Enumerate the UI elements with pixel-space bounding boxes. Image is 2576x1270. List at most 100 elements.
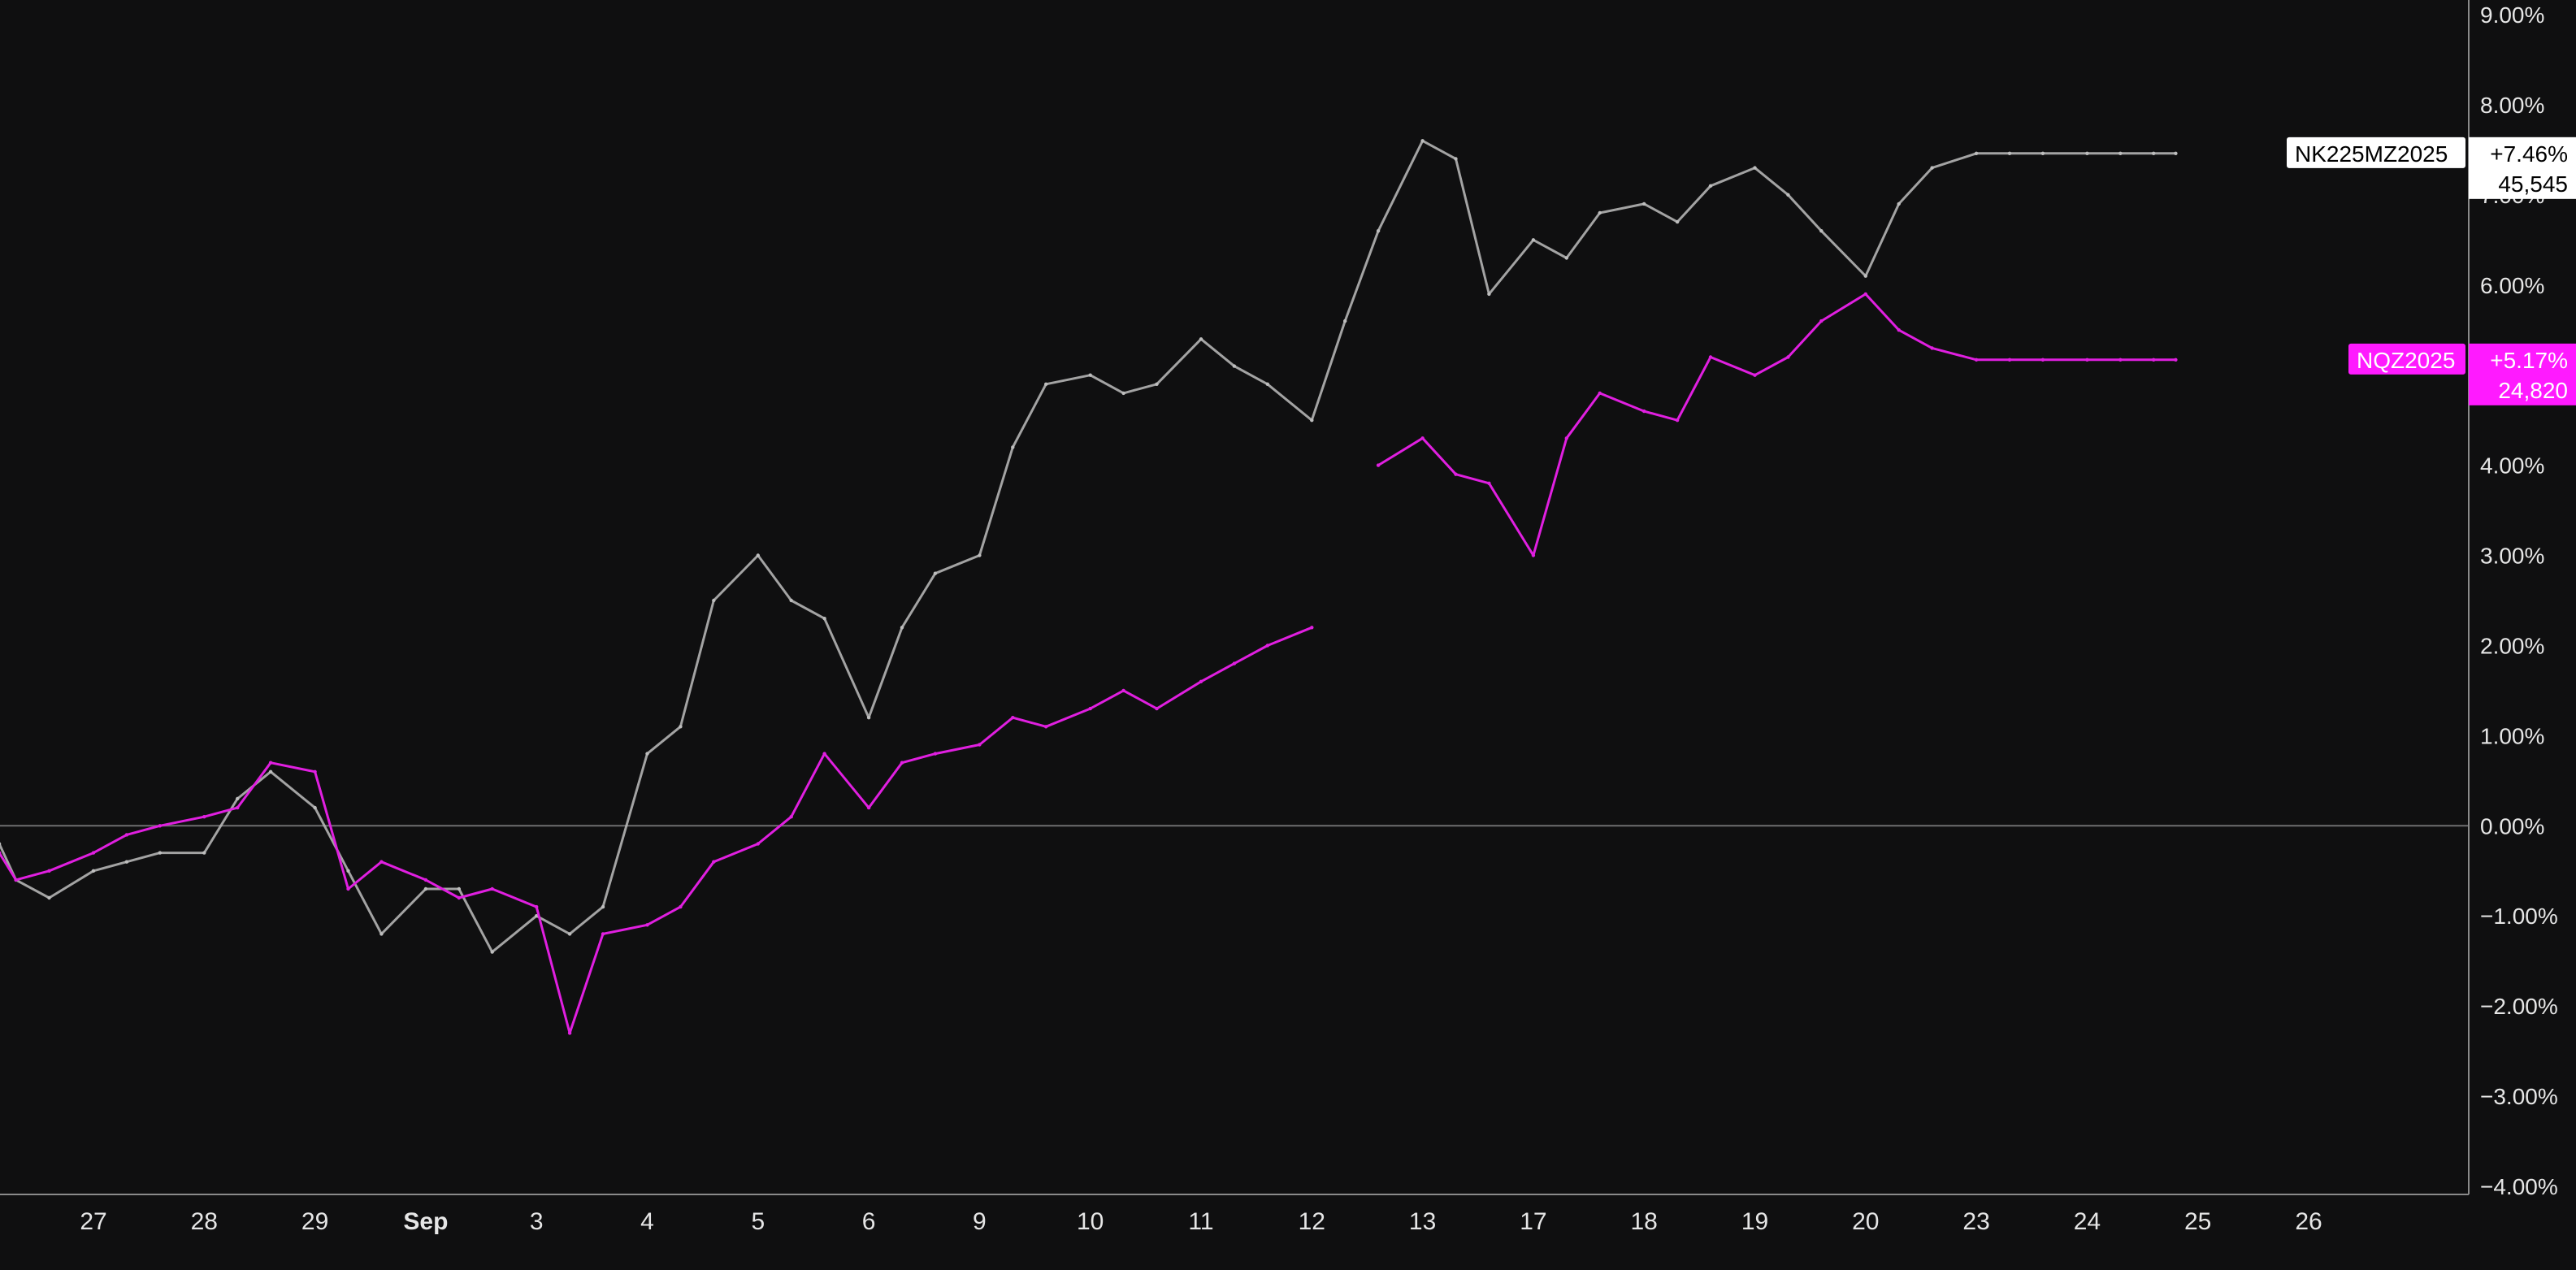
x-tick-label: 10 [1077, 1208, 1104, 1235]
data-point [1930, 166, 1934, 170]
y-tick-label: 2.00% [2480, 633, 2544, 658]
x-tick-label: 9 [973, 1208, 987, 1235]
data-point [1487, 481, 1491, 485]
ticker-tag [2287, 137, 2465, 168]
data-point [1088, 373, 1092, 377]
series-nk225mz2025 [0, 139, 2178, 954]
x-tick-label: Sep [403, 1208, 448, 1235]
data-point [1454, 472, 1458, 476]
x-tick-label: 26 [2295, 1208, 2322, 1235]
data-point [158, 851, 162, 855]
data-point [158, 824, 162, 828]
plot-area[interactable] [0, 139, 2469, 1035]
data-point [1753, 373, 1757, 377]
x-tick-label: 19 [1741, 1208, 1768, 1235]
data-point [1011, 716, 1015, 720]
x-tick-label: 20 [1852, 1208, 1879, 1235]
data-point [1011, 445, 1015, 449]
y-tick-label: 4.00% [2480, 453, 2544, 479]
data-point [0, 842, 2, 846]
x-tick-label: 27 [80, 1208, 106, 1235]
data-point [1232, 364, 1237, 368]
data-point [900, 626, 904, 630]
ticker-name: NK225MZ2025 [2295, 141, 2448, 167]
data-point [346, 886, 350, 891]
data-point [1420, 139, 1425, 143]
data-point [1708, 184, 1713, 188]
data-point [1897, 328, 1901, 332]
change-value: +7.46% [2490, 141, 2568, 167]
data-point [1454, 157, 1458, 161]
y-tick-label: 0.00% [2480, 813, 2544, 839]
data-point [91, 869, 96, 873]
data-point [933, 752, 938, 756]
data-point [601, 932, 605, 936]
data-point [236, 805, 240, 810]
data-point [712, 860, 716, 864]
data-point [1598, 391, 1602, 396]
y-tick-label: −3.00% [2480, 1084, 2558, 1109]
data-point [978, 553, 982, 557]
y-tick-label: −1.00% [2480, 904, 2558, 929]
data-point [1199, 679, 1203, 683]
x-tick-label: 29 [301, 1208, 328, 1235]
price-value: 24,820 [2498, 378, 2568, 403]
data-point [1088, 706, 1092, 711]
data-point [490, 886, 494, 891]
y-tick-label: −2.00% [2480, 994, 2558, 1019]
x-tick-label: 5 [751, 1208, 765, 1235]
data-point [1675, 418, 1680, 423]
data-point [2040, 151, 2045, 155]
data-point [268, 761, 273, 765]
data-point [1642, 202, 1646, 206]
x-tick-label: 25 [2184, 1208, 2211, 1235]
data-point [679, 725, 683, 729]
price-value: 45,545 [2498, 171, 2568, 197]
y-tick-label: −4.00% [2480, 1174, 2558, 1199]
data-point [1310, 418, 1314, 423]
data-point [1675, 219, 1680, 224]
data-point [1819, 319, 1824, 323]
y-tick-label: 3.00% [2480, 544, 2544, 569]
data-point [1564, 436, 1569, 440]
data-point [1930, 346, 1934, 350]
data-point [457, 886, 461, 891]
data-point [1863, 292, 1867, 297]
data-point [645, 752, 649, 756]
x-tick-label: 18 [1631, 1208, 1658, 1235]
ticker-name: NQZ2025 [2357, 348, 2455, 373]
data-point [423, 878, 428, 882]
data-point [1376, 463, 1381, 467]
data-point [47, 895, 51, 900]
data-point [1310, 626, 1314, 630]
x-tick-label: 11 [1188, 1208, 1213, 1235]
data-point [1044, 382, 1048, 386]
data-point [124, 833, 129, 837]
data-point [2007, 358, 2012, 362]
data-point [756, 842, 760, 846]
series-nqz2025 [0, 292, 2178, 1035]
data-point [679, 904, 683, 909]
data-point [1376, 229, 1381, 233]
data-point [1974, 358, 1979, 362]
data-point [2174, 151, 2178, 155]
data-point [1598, 210, 1602, 215]
data-point [1121, 391, 1125, 396]
data-point [822, 617, 826, 621]
data-point [379, 932, 384, 936]
data-point [2040, 358, 2045, 362]
data-point [47, 869, 51, 873]
x-tick-label: 17 [1520, 1208, 1546, 1235]
data-point [0, 851, 2, 855]
data-point [2118, 151, 2123, 155]
y-tick-label: 6.00% [2480, 273, 2544, 298]
x-tick-label: 3 [530, 1208, 544, 1235]
data-point [2174, 358, 2178, 362]
data-point [1708, 355, 1713, 359]
data-point [1121, 688, 1125, 693]
data-point [900, 761, 904, 765]
data-point [423, 886, 428, 891]
data-point [1155, 706, 1159, 711]
